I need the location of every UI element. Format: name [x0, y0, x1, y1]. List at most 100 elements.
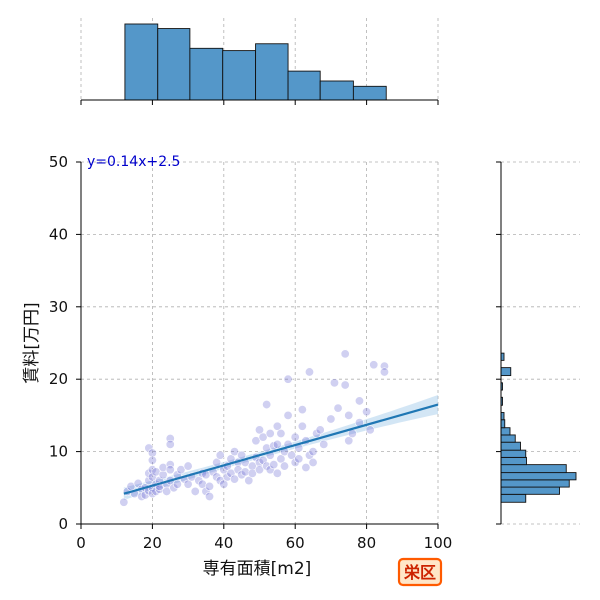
y-tick-label: 40 [49, 225, 68, 243]
right-hist-bar [500, 367, 512, 377]
scatter-point [197, 479, 207, 489]
scatter-point [144, 443, 154, 453]
district-badge-label: 栄区 [403, 563, 436, 582]
scatter-point [258, 432, 268, 442]
right-hist-bar [500, 479, 570, 488]
right-hist-bar [500, 486, 560, 495]
scatter-point [222, 472, 232, 482]
district-badge-box [397, 557, 443, 587]
top-hist-bar [319, 80, 354, 101]
scatter-point [233, 465, 243, 475]
scatter-point [205, 481, 215, 491]
scatter-point [265, 428, 275, 438]
top-hist-bar [352, 85, 387, 101]
scatter-point [369, 360, 379, 370]
y-tick-label: 30 [49, 298, 68, 316]
scatter-point [344, 410, 354, 420]
scatter-point [319, 439, 329, 449]
scatter-point [290, 457, 300, 467]
right-hist-bars [500, 352, 577, 503]
scatter-point [304, 367, 314, 377]
scatter-point [147, 448, 157, 458]
scatter-point [215, 476, 225, 486]
scatter-point [329, 378, 339, 388]
scatter-point [165, 439, 175, 449]
top-hist-bar [189, 47, 224, 101]
scatter-point [212, 472, 222, 482]
scatter-point [230, 447, 240, 457]
scatter-point [240, 467, 250, 477]
scatter-point [365, 425, 375, 435]
right-hist-ticks [496, 161, 501, 525]
scatter-point [269, 441, 279, 451]
right-hist-bar [500, 419, 506, 429]
y-tick-label: 0 [58, 515, 68, 533]
scatter-point [162, 486, 172, 496]
scatter-point [172, 479, 182, 489]
scatter-point [255, 425, 265, 435]
scatter-point [276, 454, 286, 464]
scatter-point [230, 474, 240, 484]
scatter-point [219, 479, 229, 489]
scatter-point [190, 486, 200, 496]
scatter-point [137, 491, 147, 501]
y-tick-label: 20 [49, 370, 68, 388]
x-tick-label: 80 [357, 534, 376, 552]
y-axis-label: 賃料[万円] [22, 302, 42, 383]
scatter-point [194, 476, 204, 486]
scatter-point [283, 374, 293, 384]
right-hist-bar [500, 472, 577, 481]
scatter-point [304, 450, 314, 460]
scatter-point [158, 463, 168, 473]
right-hist-bar [500, 427, 511, 436]
scatter-point [205, 491, 215, 501]
scatter-point [265, 465, 275, 475]
scatter-point [251, 436, 261, 446]
right-hist-bar [500, 434, 516, 443]
scatter-point [269, 460, 279, 470]
x-tick-label: 100 [424, 534, 453, 552]
scatter-point [158, 470, 168, 480]
top-hist-bar [222, 50, 257, 101]
scatter-point [301, 463, 311, 473]
scatter-point [272, 439, 282, 449]
top-hist-bars [124, 23, 387, 101]
x-tick-label: 60 [286, 534, 305, 552]
scatter-point [201, 486, 211, 496]
y-tick-label: 50 [49, 153, 68, 171]
scatter-point [283, 410, 293, 420]
scatter-point [312, 428, 322, 438]
regression-ci-band [123, 395, 439, 500]
scatter-point [165, 465, 175, 475]
right-hist-bar [500, 449, 527, 458]
scatter-point [258, 455, 268, 465]
scatter-points [119, 349, 389, 507]
x-tick-label: 40 [214, 534, 233, 552]
district-badge: 栄区 [397, 557, 443, 587]
top-hist-bar [157, 28, 191, 101]
right-hist-bar [500, 493, 527, 503]
scatter-point [262, 400, 272, 410]
scatter-point [294, 454, 304, 464]
scatter-point [362, 407, 372, 417]
scatter-point [297, 421, 307, 431]
x-tick-label: 0 [76, 534, 86, 552]
scatter-point [276, 428, 286, 438]
right-hist-bar [500, 441, 521, 451]
scatter-point [297, 405, 307, 415]
regression-equation: y=0.14x+2.5 [87, 154, 180, 170]
right-hist-bar [500, 456, 527, 466]
scatter-point [333, 403, 343, 413]
scatter-point [247, 468, 257, 478]
y-tick-labels: 0 10 20 30 40 50 [49, 153, 68, 533]
scatter-point [340, 380, 350, 390]
scatter-point [244, 476, 254, 486]
right-hist-bar [500, 464, 567, 474]
scatter-point [147, 455, 157, 465]
scatter-point [340, 349, 350, 359]
scatter-point [272, 421, 282, 431]
regression-line [123, 403, 439, 495]
right-marginal-histogram [496, 161, 580, 525]
scatter-point [308, 447, 318, 457]
scatter-point [165, 460, 175, 470]
